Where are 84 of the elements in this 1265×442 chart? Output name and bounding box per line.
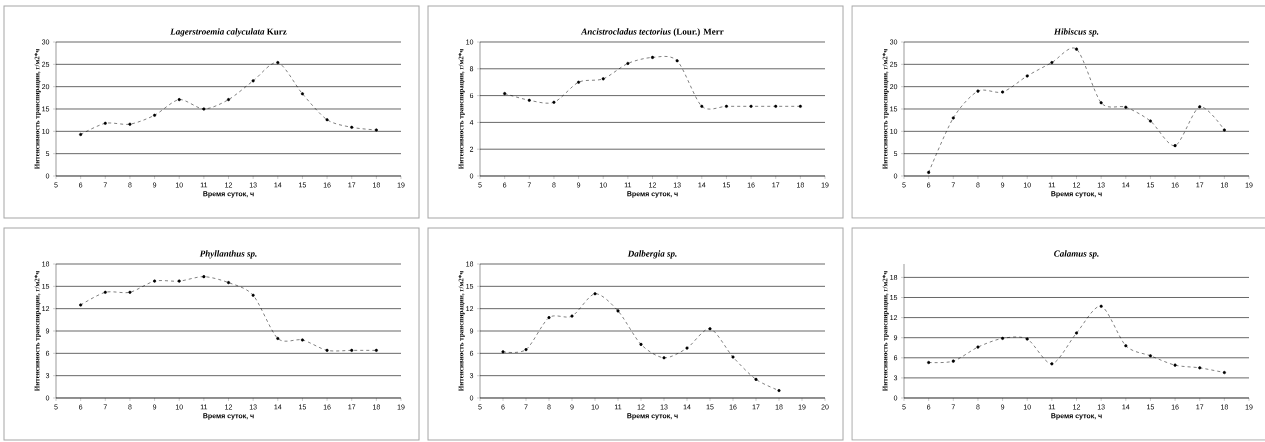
point xyxy=(350,125,354,129)
point xyxy=(552,100,556,104)
point xyxy=(1198,105,1202,109)
chart-title: Calamus sp. xyxy=(1054,250,1099,259)
point xyxy=(1222,370,1226,375)
point xyxy=(601,77,605,81)
point xyxy=(1148,354,1152,358)
point xyxy=(79,303,83,307)
point xyxy=(593,292,597,296)
point xyxy=(527,98,531,102)
point xyxy=(927,360,931,365)
point xyxy=(325,348,329,352)
chart-title: Dalbergia sp. xyxy=(627,250,677,259)
point xyxy=(153,113,157,117)
point xyxy=(927,170,931,174)
point xyxy=(524,348,528,352)
point xyxy=(300,338,304,342)
point xyxy=(724,104,728,108)
point xyxy=(1173,144,1177,148)
point xyxy=(350,348,354,352)
point xyxy=(1025,74,1029,78)
point xyxy=(103,121,107,125)
point xyxy=(1050,60,1054,65)
point xyxy=(708,327,712,331)
point xyxy=(1173,363,1177,367)
point xyxy=(547,316,551,320)
point xyxy=(577,80,581,84)
point xyxy=(639,342,643,346)
point xyxy=(774,104,778,108)
point xyxy=(177,98,181,102)
point xyxy=(754,377,758,381)
point xyxy=(1099,101,1103,105)
point xyxy=(128,122,132,126)
point xyxy=(570,314,574,318)
point xyxy=(325,118,329,122)
point xyxy=(616,309,620,313)
point xyxy=(251,293,255,297)
point xyxy=(685,346,689,350)
point xyxy=(503,92,507,96)
chart-title: Phyllanthus sp. xyxy=(199,250,257,259)
chart-title: Hibiscus sp. xyxy=(1053,28,1099,37)
point xyxy=(798,104,802,108)
point xyxy=(777,389,781,393)
point xyxy=(1198,366,1202,370)
point xyxy=(675,59,679,63)
point xyxy=(749,104,753,108)
point xyxy=(300,92,304,96)
point xyxy=(1001,90,1005,94)
point xyxy=(1074,331,1079,335)
point xyxy=(1050,362,1054,366)
point xyxy=(1222,128,1226,132)
point xyxy=(1001,336,1005,340)
point xyxy=(1124,105,1128,109)
point xyxy=(700,104,704,108)
point xyxy=(153,279,157,283)
point xyxy=(202,275,206,279)
point xyxy=(374,348,378,352)
point xyxy=(226,281,231,285)
point xyxy=(1124,344,1128,348)
point xyxy=(626,61,630,65)
point xyxy=(976,345,980,349)
point xyxy=(650,55,655,59)
point xyxy=(103,290,107,294)
point xyxy=(177,279,181,283)
point xyxy=(501,350,505,354)
point xyxy=(79,132,83,137)
point xyxy=(951,359,955,363)
point xyxy=(251,79,255,83)
point xyxy=(374,128,378,132)
chart-title: Lagerstroemia calyculata Kurz xyxy=(170,28,287,37)
point xyxy=(951,116,955,120)
point xyxy=(1025,337,1029,341)
point xyxy=(128,290,132,294)
point xyxy=(1074,47,1079,51)
chart-title: Ancistrocladus tectorius (Lour.) Merr xyxy=(580,28,724,37)
point xyxy=(276,336,280,340)
point xyxy=(226,98,231,102)
point xyxy=(202,107,206,111)
point xyxy=(1099,304,1103,308)
point xyxy=(662,356,666,360)
point xyxy=(1148,119,1152,123)
point xyxy=(276,60,280,65)
point xyxy=(731,355,735,359)
point xyxy=(976,89,980,93)
